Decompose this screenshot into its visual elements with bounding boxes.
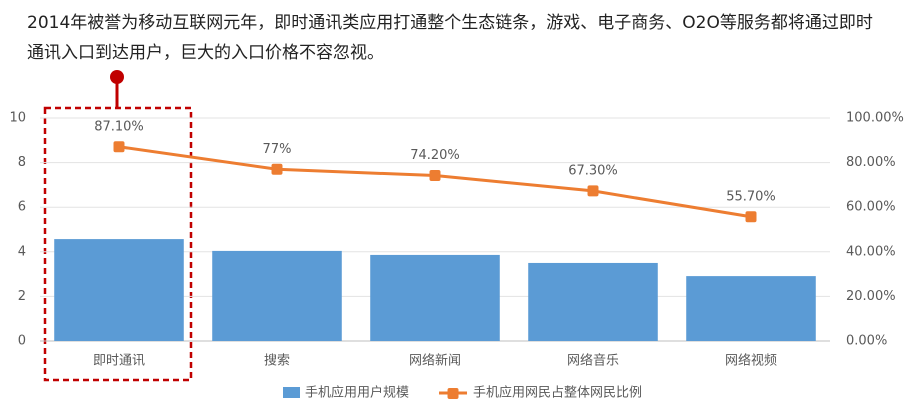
pin-head bbox=[110, 70, 124, 84]
x-tick-label: 搜索 bbox=[264, 354, 290, 369]
y-tick-label: 4 bbox=[18, 244, 26, 259]
line-marker bbox=[587, 185, 599, 197]
value-label: 67.30% bbox=[568, 163, 618, 178]
y2-tick-label: 80.00% bbox=[846, 155, 896, 170]
x-tick-label: 即时通讯 bbox=[93, 354, 145, 369]
bar bbox=[686, 276, 816, 341]
x-tick-label: 网络音乐 bbox=[567, 353, 619, 369]
y2-tick-label: 20.00% bbox=[846, 289, 896, 304]
line-marker bbox=[745, 211, 757, 223]
y-tick-label: 8 bbox=[18, 155, 26, 170]
y-tick-label: 0 bbox=[18, 334, 26, 349]
intro-text: 2014年被誉为移动互联网元年，即时通讯类应用打通整个生态链条，游戏、电子商务、… bbox=[27, 13, 873, 63]
x-tick-label: 网络新闻 bbox=[409, 353, 461, 369]
value-label: 55.70% bbox=[726, 189, 776, 204]
y2-tick-label: 60.00% bbox=[846, 200, 896, 215]
line-marker bbox=[429, 170, 441, 182]
line-marker bbox=[271, 163, 283, 175]
legend-label: 手机应用用户规模 bbox=[305, 385, 409, 401]
value-label: 87.10% bbox=[94, 119, 144, 134]
x-tick-label: 网络视频 bbox=[725, 353, 777, 369]
legend-swatch bbox=[447, 388, 459, 399]
bar bbox=[212, 250, 342, 341]
y-tick-label: 10 bbox=[9, 111, 26, 126]
bar bbox=[528, 262, 658, 341]
bar bbox=[370, 254, 500, 341]
bar bbox=[54, 239, 184, 341]
y-tick-label: 6 bbox=[18, 200, 26, 215]
line-marker bbox=[113, 141, 125, 153]
value-label: 74.20% bbox=[410, 148, 460, 163]
y2-tick-label: 40.00% bbox=[846, 244, 896, 259]
y2-tick-label: 0.00% bbox=[846, 334, 887, 349]
y-tick-label: 2 bbox=[18, 289, 26, 304]
legend-swatch bbox=[283, 387, 300, 398]
value-label: 77% bbox=[263, 142, 292, 157]
y2-tick-label: 100.00% bbox=[846, 111, 904, 126]
legend-label: 手机应用网民占整体网民比例 bbox=[473, 385, 642, 401]
